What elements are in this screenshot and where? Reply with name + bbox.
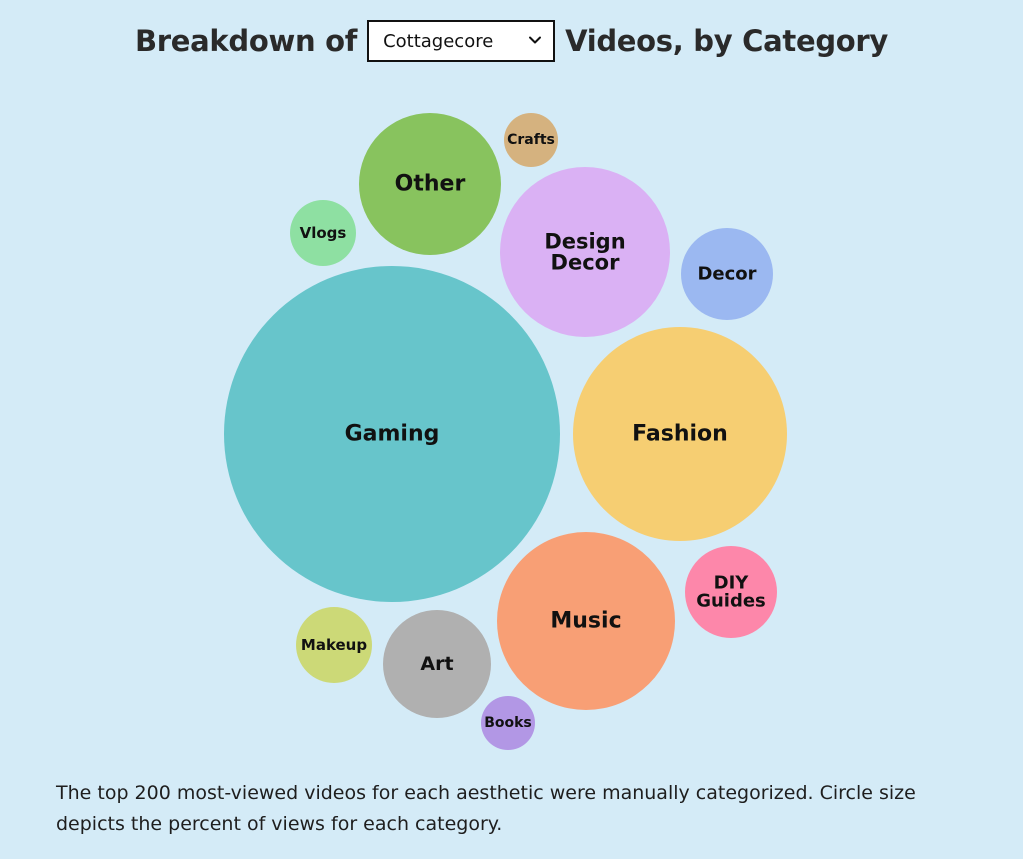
bubble-circle-design-decor[interactable] xyxy=(500,167,670,337)
aesthetic-select-value: Cottagecore xyxy=(383,30,494,52)
bubble-circle-fashion[interactable] xyxy=(573,327,787,541)
chart-footnote: The top 200 most-viewed videos for each … xyxy=(56,782,916,835)
bubble-circle-other[interactable] xyxy=(359,113,501,255)
bubble-label-makeup: Makeup xyxy=(301,636,367,654)
bubble-label-music: Music xyxy=(550,609,621,634)
bubble-label-diy-guides-1: DIY xyxy=(714,573,750,594)
bubble-gaming[interactable]: Gaming xyxy=(224,266,560,602)
bubble-art[interactable]: Art xyxy=(383,610,491,718)
bubble-circle-decor[interactable] xyxy=(681,228,773,320)
bubble-crafts[interactable]: Crafts xyxy=(504,113,558,167)
bubble-vlogs[interactable]: Vlogs xyxy=(290,200,356,266)
bubble-circle-art[interactable] xyxy=(383,610,491,718)
bubble-circle-books[interactable] xyxy=(481,696,535,750)
chevron-down-icon xyxy=(529,36,542,44)
bubble-circle-gaming[interactable] xyxy=(224,266,560,602)
bubble-label-other: Other xyxy=(395,172,466,197)
bubble-label-decor: Decor xyxy=(697,264,756,285)
bubble-label-art: Art xyxy=(420,653,453,675)
bubble-music[interactable]: Music xyxy=(497,532,675,710)
bubble-decor[interactable]: Decor xyxy=(681,228,773,320)
bubble-label-crafts: Crafts xyxy=(507,132,555,148)
bubble-fashion[interactable]: Fashion xyxy=(573,327,787,541)
bubble-label-design-decor-2: Decor xyxy=(551,250,621,274)
bubble-circle-vlogs[interactable] xyxy=(290,200,356,266)
title-suffix: Videos, by Category xyxy=(565,24,889,58)
bubble-circle-crafts[interactable] xyxy=(504,113,558,167)
bubble-makeup[interactable]: Makeup xyxy=(296,607,372,683)
bubble-label-fashion: Fashion xyxy=(632,422,728,447)
bubble-circle-makeup[interactable] xyxy=(296,607,372,683)
title-prefix: Breakdown of xyxy=(134,24,358,58)
bubble-books[interactable]: Books xyxy=(481,696,535,750)
bubble-label-vlogs: Vlogs xyxy=(300,224,347,242)
chart-title: Breakdown of Cottagecore Videos, by Cate… xyxy=(0,14,1023,68)
bubble-circle-music[interactable] xyxy=(497,532,675,710)
bubble-label-design-decor-1: Design xyxy=(544,230,625,254)
bubble-label-diy-guides-2: Guides xyxy=(696,590,766,611)
bubble-chart: Gaming FashionMusicDesignDecorOtherArtDIY… xyxy=(224,113,787,750)
bubble-label-books: Books xyxy=(484,715,532,731)
aesthetic-select[interactable]: Cottagecore xyxy=(367,20,556,62)
bubble-other[interactable]: Other xyxy=(359,113,501,255)
bubble-circle-diy-guides[interactable] xyxy=(685,546,777,638)
bubble-label-gaming: Gaming xyxy=(345,422,440,447)
